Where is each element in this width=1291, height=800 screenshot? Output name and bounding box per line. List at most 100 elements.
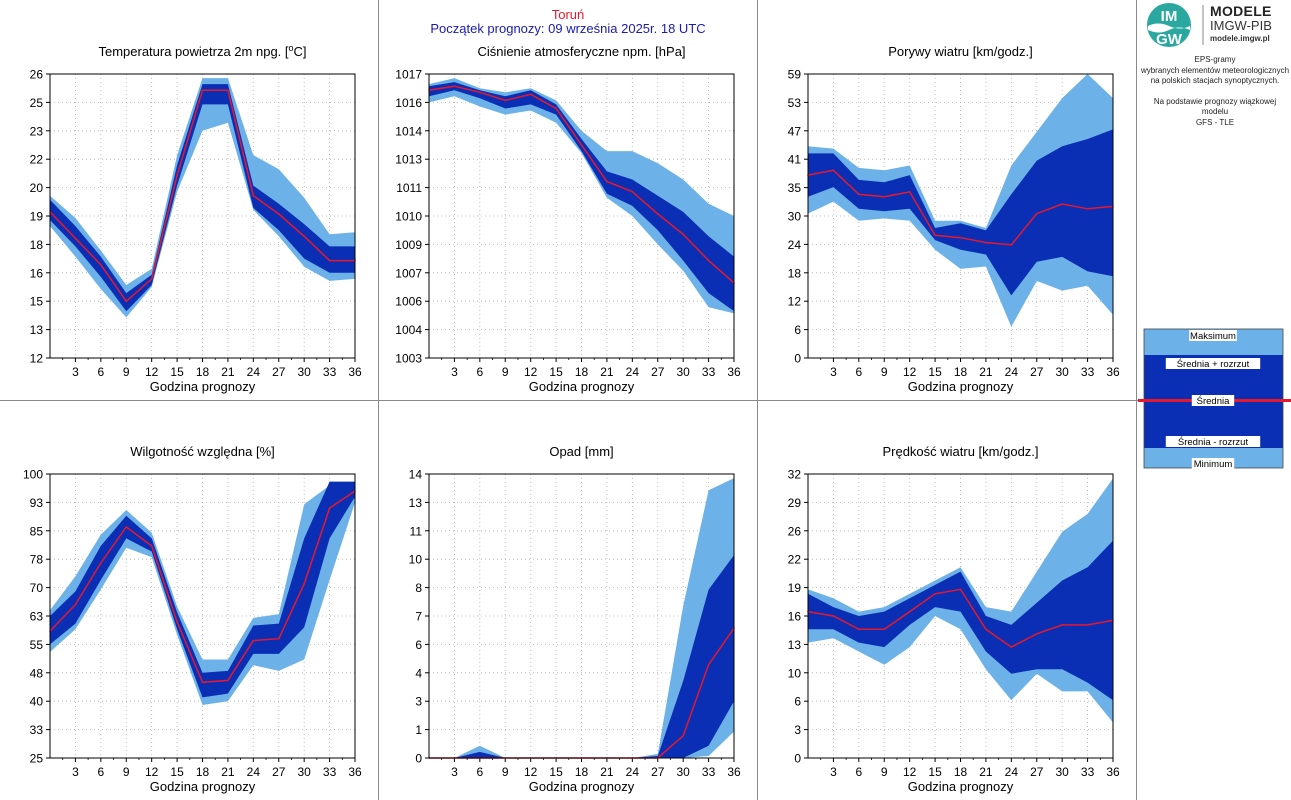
series-min-max-band <box>50 78 355 318</box>
chart-3: Porywy wiatru [km/godz.] 0 6 12 18 24 30 35 41 47… <box>788 44 1120 394</box>
y-tick-label: 23 <box>30 124 44 138</box>
mean-point <box>504 99 507 102</box>
series-spread-band <box>50 481 355 698</box>
forecast-start: Początek prognozy: 09 września 2025r. 18… <box>430 21 705 36</box>
y-tick-label: 41 <box>788 153 802 167</box>
x-tick-label: 12 <box>524 365 538 379</box>
x-tick-label: 6 <box>97 365 104 379</box>
y-tick-label: 25 <box>30 96 44 110</box>
y-tick-label: 24 <box>788 238 802 252</box>
y-tick-label: 18 <box>788 266 802 280</box>
x-tick-label: 6 <box>855 365 862 379</box>
mean-point <box>176 620 178 623</box>
legend-min-label-bg <box>1191 458 1235 469</box>
chart-title: Porywy wiatru [km/godz.] <box>888 44 1033 59</box>
mean-point <box>150 278 153 280</box>
y-tick-label: 0 <box>415 752 422 766</box>
y-tick-label: 1004 <box>395 323 422 337</box>
description-line-1: EPS-gramy <box>1194 55 1236 64</box>
mean-point <box>858 628 860 631</box>
mean-point <box>1010 244 1013 246</box>
mean-point <box>1086 208 1089 210</box>
x-tick-label: 15 <box>170 765 184 779</box>
mean-point <box>252 639 255 642</box>
logo-subtitle: IMGW-PIB <box>1210 18 1272 33</box>
legend-max-label-bg <box>1189 330 1237 341</box>
x-tick-label: 24 <box>247 765 261 779</box>
description-line-5: GFS - TLE <box>1195 117 1235 127</box>
y-tick-label: 33 <box>30 723 44 737</box>
mean-point <box>1086 624 1089 626</box>
plot-frame <box>428 73 735 359</box>
legend-mean-label-bg <box>1191 395 1235 406</box>
x-tick-label: 21 <box>979 365 993 379</box>
y-tick-label: 6 <box>794 323 801 337</box>
y-tick-label: 1016 <box>395 96 422 110</box>
mean-point <box>278 213 280 215</box>
y-tick-label: 0 <box>794 752 801 766</box>
y-tick-label: 25 <box>30 752 44 766</box>
mean-point <box>1036 212 1038 215</box>
mean-point <box>934 234 936 237</box>
y-tick-label: 8 <box>415 581 422 595</box>
x-tick-label: 18 <box>196 365 210 379</box>
x-tick-label: 3 <box>451 765 458 779</box>
x-tick-label: 15 <box>170 365 184 379</box>
x-tick-label: 36 <box>1106 765 1120 779</box>
y-tick-label: 6 <box>794 695 801 709</box>
logo-badge-top: IM <box>1161 8 1178 25</box>
x-tick-label: 15 <box>549 765 563 779</box>
y-tick-label: 12 <box>788 295 802 309</box>
mean-point <box>832 169 835 172</box>
mean-point <box>150 545 153 547</box>
logo-title: MODELE <box>1210 3 1272 19</box>
mean-point <box>176 174 178 177</box>
x-tick-label: 12 <box>524 765 538 779</box>
y-tick-label: 70 <box>30 581 44 595</box>
x-tick-label: 9 <box>123 365 130 379</box>
mean-point <box>252 194 255 197</box>
x-tick-label: 30 <box>297 365 311 379</box>
y-tick-label: 1007 <box>395 266 422 280</box>
mean-point <box>74 603 77 606</box>
y-tick-label: 93 <box>30 496 44 510</box>
mean-point <box>555 107 557 110</box>
legend-mean-plus-label-bg <box>1165 358 1261 369</box>
y-tick-label: 13 <box>409 496 423 510</box>
station-name: Toruń <box>552 7 585 22</box>
x-tick-label: 3 <box>830 765 837 779</box>
x-tick-label: 3 <box>451 365 458 379</box>
x-tick-label: 30 <box>676 765 690 779</box>
y-tick-label: 55 <box>30 638 44 652</box>
y-tick-label: 1006 <box>395 295 422 309</box>
x-tick-label: 18 <box>575 365 589 379</box>
y-tick-label: 20 <box>30 181 44 195</box>
mean-point <box>227 679 229 682</box>
x-tick-label: 15 <box>928 365 942 379</box>
x-tick-label: 33 <box>702 365 716 379</box>
description-line-4: Na podstawie prognozy wiązkowej modelu <box>1153 96 1277 117</box>
mean-point <box>631 190 634 193</box>
y-tick-label: 16 <box>788 610 802 624</box>
y-tick-label: 15 <box>30 295 44 309</box>
mean-point <box>529 93 532 96</box>
mean-point <box>985 241 987 244</box>
x-tick-label: 3 <box>72 365 79 379</box>
legend: Maksimum Średnia + rozrzut Średnia Średnia … <box>1138 328 1291 470</box>
series-min-max-band <box>808 74 1113 327</box>
x-tick-label: 9 <box>502 765 509 779</box>
y-tick-label: 18 <box>30 238 44 252</box>
x-tick-label: 6 <box>97 765 104 779</box>
x-axis-label: Godzina prognozy <box>150 779 256 794</box>
mean-point <box>657 213 659 215</box>
y-tick-label: 19 <box>30 210 44 224</box>
x-tick-label: 9 <box>881 765 888 779</box>
x-tick-label: 18 <box>196 765 210 779</box>
x-axis-label: Godzina prognozy <box>908 379 1014 394</box>
y-tick-label: 40 <box>30 695 44 709</box>
mean-point <box>934 593 936 595</box>
x-tick-label: 24 <box>626 365 640 379</box>
x-tick-label: 33 <box>323 365 337 379</box>
y-tick-label: 1011 <box>396 181 422 195</box>
